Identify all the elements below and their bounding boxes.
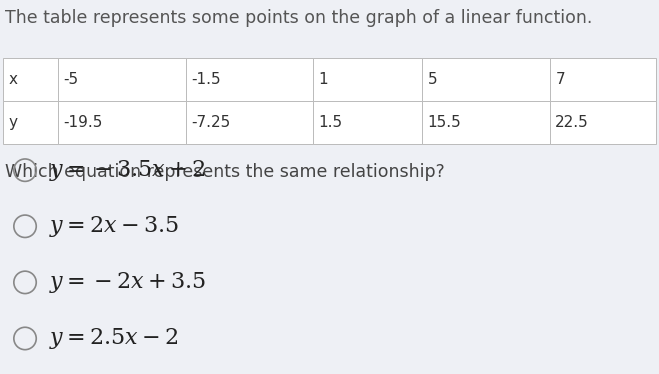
Text: The table represents some points on the graph of a linear function.: The table represents some points on the … — [5, 9, 592, 27]
Text: Which equation represents the same relationship?: Which equation represents the same relat… — [5, 163, 445, 181]
Bar — [422, 101, 550, 144]
Bar — [3, 58, 58, 101]
Text: 1: 1 — [318, 72, 328, 87]
Text: -5: -5 — [63, 72, 78, 87]
Text: $y = 2.5x - 2$: $y = 2.5x - 2$ — [49, 326, 179, 351]
Bar — [422, 58, 550, 101]
Bar — [186, 101, 313, 144]
Bar — [3, 101, 58, 144]
Bar — [550, 58, 656, 101]
Bar — [313, 101, 422, 144]
Text: -19.5: -19.5 — [63, 115, 103, 130]
Text: -1.5: -1.5 — [191, 72, 220, 87]
Bar — [186, 58, 313, 101]
Text: 15.5: 15.5 — [428, 115, 461, 130]
Bar — [58, 101, 186, 144]
Text: $y = 2x - 3.5$: $y = 2x - 3.5$ — [49, 214, 179, 239]
Text: $y = -3.5x + 2$: $y = -3.5x + 2$ — [49, 158, 206, 183]
Bar — [550, 101, 656, 144]
Text: y: y — [9, 115, 18, 130]
Text: 5: 5 — [428, 72, 438, 87]
Text: $y = -2x + 3.5$: $y = -2x + 3.5$ — [49, 270, 206, 295]
Text: x: x — [9, 72, 18, 87]
Bar — [58, 58, 186, 101]
Text: 7: 7 — [556, 72, 565, 87]
Text: -7.25: -7.25 — [191, 115, 230, 130]
Text: 1.5: 1.5 — [318, 115, 343, 130]
Text: 22.5: 22.5 — [556, 115, 589, 130]
Bar — [313, 58, 422, 101]
